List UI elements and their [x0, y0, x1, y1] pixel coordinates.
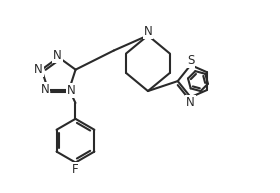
Text: S: S	[187, 54, 194, 67]
Text: N: N	[53, 49, 62, 62]
Text: N: N	[67, 84, 75, 97]
Text: N: N	[41, 83, 50, 96]
Text: N: N	[144, 25, 152, 38]
Text: N: N	[186, 96, 195, 109]
Text: F: F	[72, 163, 79, 176]
Text: N: N	[34, 63, 43, 76]
